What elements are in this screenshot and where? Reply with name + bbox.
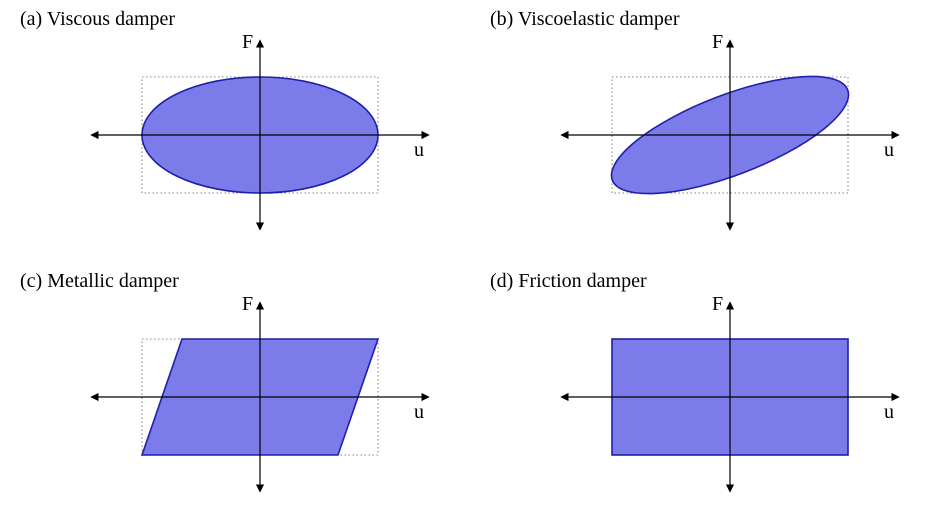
y-axis-label: F — [242, 31, 253, 54]
panel-d-title: (d) Friction damper — [490, 270, 830, 293]
x-axis-label: u — [884, 139, 894, 162]
panel-c-plot: F u — [90, 297, 430, 497]
panel-c: (c) Metallic damper F u — [20, 270, 360, 493]
panel-b-svg — [560, 35, 900, 235]
panel-d-svg — [560, 297, 900, 497]
panel-c-title: (c) Metallic damper — [20, 270, 360, 293]
panel-b: (b) Viscoelastic damper F u — [490, 8, 830, 231]
y-axis-label: F — [712, 31, 723, 54]
panel-b-title: (b) Viscoelastic damper — [490, 8, 830, 31]
panel-a: (a) Viscous damper F u — [20, 8, 360, 231]
x-axis-label: u — [884, 401, 894, 424]
panel-c-svg — [90, 297, 430, 497]
x-axis-label: u — [414, 401, 424, 424]
x-axis-label: u — [414, 139, 424, 162]
panel-a-svg — [90, 35, 430, 235]
panel-a-plot: F u — [90, 35, 430, 235]
panel-b-plot: F u — [560, 35, 900, 235]
y-axis-label: F — [242, 293, 253, 316]
panel-a-title: (a) Viscous damper — [20, 8, 360, 31]
panel-d-plot: F u — [560, 297, 900, 497]
y-axis-label: F — [712, 293, 723, 316]
panel-d: (d) Friction damper F u — [490, 270, 830, 493]
